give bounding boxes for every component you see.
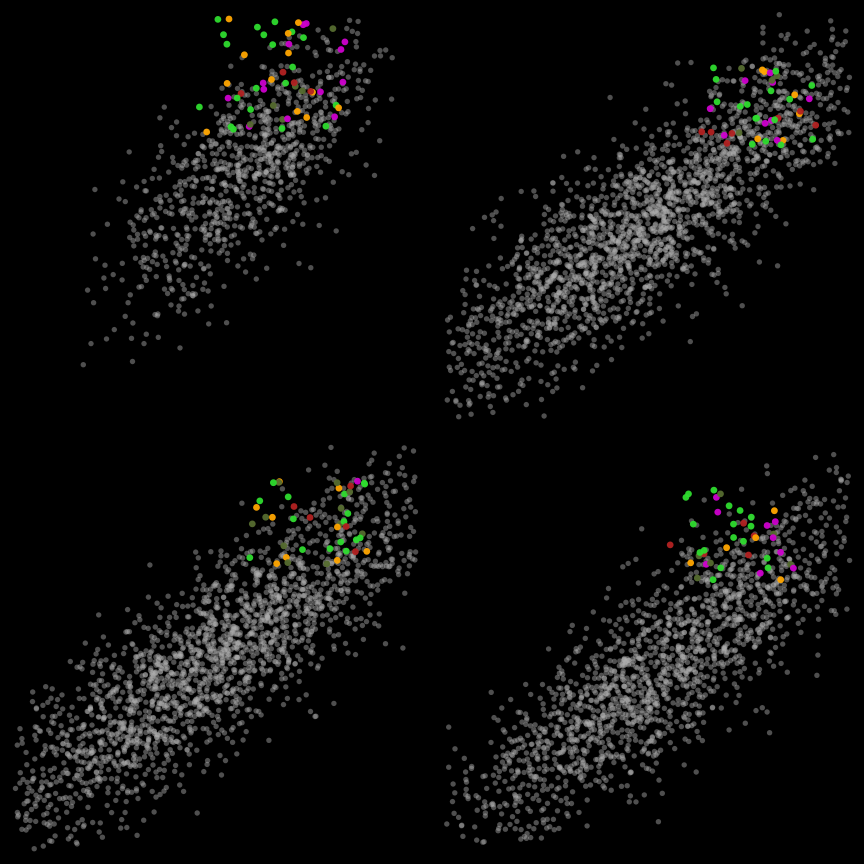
panel-top-right [432, 0, 864, 432]
scatter-svg-3 [432, 432, 864, 864]
scatter-grid [0, 0, 864, 864]
scatter-svg-0 [0, 0, 432, 432]
panel-bottom-left [0, 432, 432, 864]
scatter-svg-2 [0, 432, 432, 864]
scatter-svg-1 [432, 0, 864, 432]
panel-bottom-right [432, 432, 864, 864]
panel-top-left [0, 0, 432, 432]
